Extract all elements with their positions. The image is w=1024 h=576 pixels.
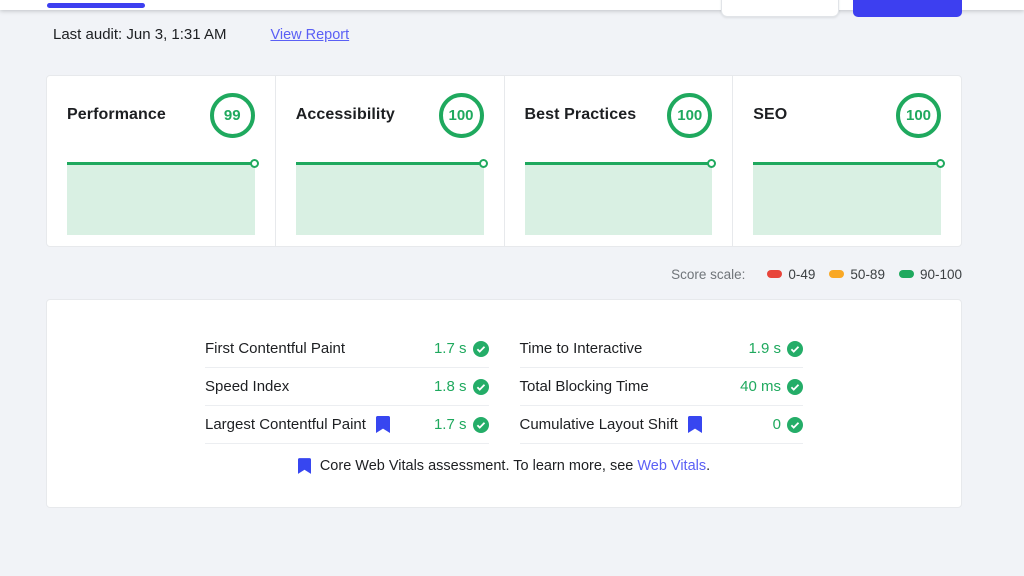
score-value: 99 <box>223 106 241 124</box>
active-tab-indicator <box>47 3 145 8</box>
audit-info-row: Last audit: Jun 3, 1:31 AM View Report <box>53 26 349 43</box>
red-range-pill-icon <box>767 270 783 278</box>
legend-item-pass: 90-100 <box>898 266 962 282</box>
metrics-grid: First Contentful Paint 1.7 s Time to Int… <box>205 330 803 444</box>
core-web-vital-bookmark-icon <box>297 458 311 474</box>
legend-range: 50-89 <box>850 266 885 282</box>
green-range-pill-icon <box>898 270 914 278</box>
last-audit-text: Last audit: Jun 3, 1:31 AM <box>53 26 227 43</box>
score-gauge: 99 <box>209 92 255 138</box>
metric-value: 1.9 s <box>748 340 781 357</box>
score-trend-sparkline <box>67 158 259 235</box>
score-card-accessibility: Accessibility 100 <box>276 76 505 246</box>
core-web-vital-bookmark-icon <box>375 416 390 433</box>
orange-range-pill-icon <box>829 270 845 278</box>
metric-name: Speed Index <box>205 378 290 395</box>
score-value: 100 <box>677 106 703 124</box>
score-card-title: Accessibility <box>295 106 395 123</box>
sparkline-endpoint-dot <box>478 158 488 168</box>
sparkline-endpoint-dot <box>936 158 945 168</box>
pass-check-icon <box>787 416 803 433</box>
score-card-title: Best Practices <box>524 106 637 123</box>
metric-name: Total Blocking Time <box>519 378 649 395</box>
metric-value: 40 ms <box>740 378 781 395</box>
score-card-performance: Performance 99 <box>47 76 276 246</box>
score-trend-sparkline <box>753 158 945 235</box>
metric-name: First Contentful Paint <box>205 340 346 357</box>
metric-value: 1.7 s <box>433 416 467 433</box>
score-card-seo: SEO 100 <box>733 76 961 246</box>
scores-panel: Performance 99 Accessibility 100 Best Pr… <box>46 75 962 247</box>
score-gauge: 100 <box>896 92 941 138</box>
metric-row-first-contentful-paint: First Contentful Paint 1.7 s <box>205 330 489 368</box>
metric-row-total-blocking-time: Total Blocking Time 40 ms <box>519 368 803 406</box>
score-gauge: 100 <box>438 92 484 138</box>
core-web-vitals-footnote: Core Web Vitals assessment. To learn mor… <box>47 458 961 474</box>
pass-check-icon <box>787 378 803 395</box>
metric-value: 0 <box>772 416 781 433</box>
view-report-link[interactable]: View Report <box>270 26 350 43</box>
legend-item-fail: 0-49 <box>767 267 815 282</box>
lab-metrics-panel: First Contentful Paint 1.7 s Time to Int… <box>46 299 962 508</box>
metric-row-largest-contentful-paint: Largest Contentful Paint 1.7 s <box>205 406 489 444</box>
metric-name: Largest Contentful Paint <box>205 416 366 433</box>
legend-label: Score scale: <box>671 266 746 282</box>
top-toolbar-strip <box>0 0 1024 10</box>
pass-check-icon <box>787 340 803 357</box>
footnote-text: Core Web Vitals assessment. To learn mor… <box>319 458 634 474</box>
legend-item-average: 50-89 <box>829 267 885 282</box>
pass-check-icon <box>472 416 489 433</box>
metric-value: 1.8 s <box>433 378 467 395</box>
footnote-period: . <box>706 458 711 474</box>
metric-value: 1.7 s <box>433 340 467 357</box>
score-value: 100 <box>448 106 474 124</box>
score-trend-sparkline <box>524 158 717 235</box>
metric-row-time-to-interactive: Time to Interactive 1.9 s <box>519 330 803 368</box>
analyze-button[interactable] <box>853 0 962 17</box>
metric-name: Cumulative Layout Shift <box>519 416 678 433</box>
metric-name: Time to Interactive <box>519 340 643 357</box>
web-vitals-link[interactable]: Web Vitals <box>637 458 707 474</box>
pass-check-icon <box>472 378 489 395</box>
score-gauge: 100 <box>667 92 713 138</box>
score-card-title: Performance <box>67 106 166 123</box>
url-input[interactable] <box>721 0 839 17</box>
sparkline-endpoint-dot <box>707 158 717 168</box>
core-web-vital-bookmark-icon <box>687 416 702 433</box>
sparkline-endpoint-dot <box>249 158 259 168</box>
metric-row-speed-index: Speed Index 1.8 s <box>205 368 489 406</box>
pass-check-icon <box>472 340 489 357</box>
score-scale-legend: Score scale: 0-49 50-89 90-100 <box>46 265 962 283</box>
metric-row-cumulative-layout-shift: Cumulative Layout Shift 0 <box>519 406 803 444</box>
score-value: 100 <box>905 106 932 124</box>
score-card-title: SEO <box>753 106 788 123</box>
score-card-best-practices: Best Practices 100 <box>505 76 734 246</box>
score-trend-sparkline <box>295 158 488 235</box>
legend-range: 90-100 <box>919 266 962 282</box>
legend-range: 0-49 <box>788 266 816 282</box>
